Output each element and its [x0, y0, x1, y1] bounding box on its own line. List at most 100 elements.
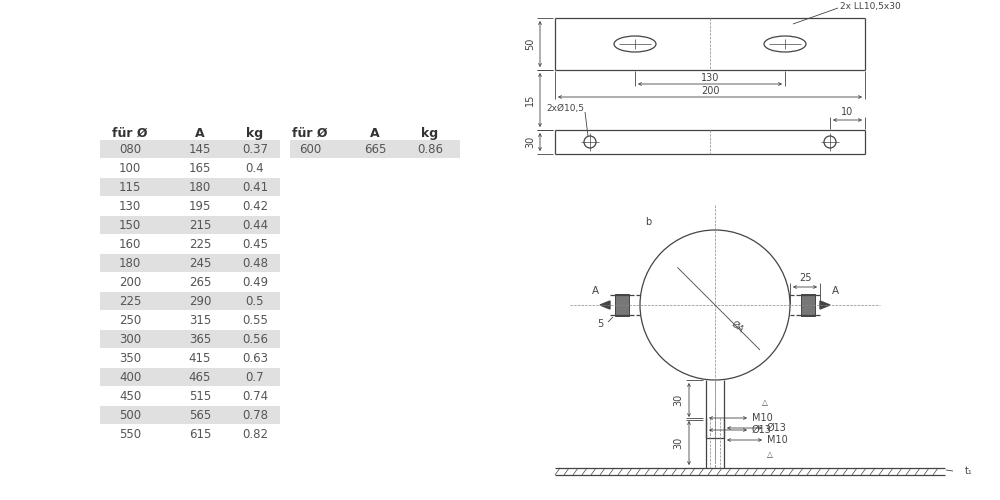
Text: 550: 550 [119, 428, 141, 441]
Text: Ø13: Ø13 [767, 423, 787, 433]
Text: 115: 115 [119, 181, 141, 194]
Text: △: △ [762, 398, 768, 406]
Text: 290: 290 [189, 295, 211, 308]
Text: A: A [831, 286, 839, 296]
Text: 265: 265 [189, 276, 211, 289]
Text: 600: 600 [299, 143, 321, 156]
Bar [100, 425, 280, 443]
Text: 365: 365 [189, 333, 211, 346]
Bar [100, 254, 280, 272]
Text: 0.49: 0.49 [242, 276, 268, 289]
Text: 0.44: 0.44 [242, 219, 268, 232]
Polygon shape [820, 301, 830, 309]
Text: 0.78: 0.78 [242, 409, 268, 422]
Bar [100, 330, 280, 348]
Text: 30: 30 [673, 394, 683, 406]
Text: kg: kg [421, 127, 439, 140]
Text: 0.7: 0.7 [246, 371, 264, 384]
Text: 0.45: 0.45 [242, 238, 268, 251]
Text: 100: 100 [119, 162, 141, 175]
Text: 250: 250 [119, 314, 141, 327]
Polygon shape [600, 301, 610, 309]
Text: 0.4: 0.4 [246, 162, 264, 175]
Text: 200: 200 [119, 276, 141, 289]
Text: 145: 145 [189, 143, 211, 156]
Text: 5: 5 [597, 319, 603, 329]
Bar [100, 349, 280, 367]
Text: 180: 180 [119, 257, 141, 270]
Text: kg: kg [246, 127, 264, 140]
Bar [100, 197, 280, 215]
Text: für Ø: für Ø [292, 127, 328, 140]
Text: ØA: ØA [729, 320, 745, 334]
Text: 300: 300 [119, 333, 141, 346]
Text: 130: 130 [119, 200, 141, 213]
Text: 200: 200 [701, 86, 719, 96]
Text: 150: 150 [119, 219, 141, 232]
Bar [100, 178, 280, 196]
Bar [100, 159, 280, 177]
Bar [290, 140, 460, 158]
Text: 0.42: 0.42 [242, 200, 268, 213]
Text: 0.5: 0.5 [246, 295, 264, 308]
Text: 15: 15 [525, 94, 535, 106]
Text: 2x LL10,5x30: 2x LL10,5x30 [840, 2, 901, 11]
Text: 0.86: 0.86 [417, 143, 443, 156]
Bar [100, 216, 280, 234]
Text: 0.82: 0.82 [242, 428, 268, 441]
Text: M10: M10 [767, 435, 788, 445]
Text: 0.48: 0.48 [242, 257, 268, 270]
Text: 180: 180 [189, 181, 211, 194]
Text: 50: 50 [525, 38, 535, 50]
Text: für Ø: für Ø [112, 127, 148, 140]
Text: 0.63: 0.63 [242, 352, 268, 365]
Text: 195: 195 [189, 200, 211, 213]
Bar [100, 311, 280, 329]
Bar [100, 368, 280, 386]
Text: 0.56: 0.56 [242, 333, 268, 346]
Text: 0.74: 0.74 [242, 390, 268, 403]
Text: 245: 245 [189, 257, 211, 270]
Text: 415: 415 [189, 352, 211, 365]
Text: 25: 25 [799, 273, 811, 283]
Text: 215: 215 [189, 219, 211, 232]
Bar [100, 235, 280, 253]
Text: 450: 450 [119, 390, 141, 403]
Text: 315: 315 [189, 314, 211, 327]
Text: A: A [370, 127, 380, 140]
Text: 130: 130 [701, 73, 719, 83]
Text: Ø13: Ø13 [752, 425, 772, 435]
Text: A: A [195, 127, 205, 140]
Bar [100, 140, 280, 158]
Text: 615: 615 [189, 428, 211, 441]
Text: 665: 665 [364, 143, 386, 156]
Text: 225: 225 [119, 295, 141, 308]
Text: 10: 10 [841, 107, 854, 117]
Text: 515: 515 [189, 390, 211, 403]
Text: 165: 165 [189, 162, 211, 175]
Text: 400: 400 [119, 371, 141, 384]
Text: 565: 565 [189, 409, 211, 422]
Text: 225: 225 [189, 238, 211, 251]
Bar [801, 294, 815, 316]
Text: 465: 465 [189, 371, 211, 384]
Bar [100, 406, 280, 424]
Text: 30: 30 [525, 136, 535, 148]
Text: 2xØ10,5: 2xØ10,5 [546, 104, 584, 112]
Bar [100, 292, 280, 310]
Bar [615, 294, 629, 316]
Text: △: △ [767, 450, 773, 460]
Text: A: A [591, 286, 599, 296]
Bar [100, 273, 280, 291]
Text: 160: 160 [119, 238, 141, 251]
Text: 350: 350 [119, 352, 141, 365]
Text: 500: 500 [119, 409, 141, 422]
Text: t₁: t₁ [965, 466, 973, 476]
Bar [100, 387, 280, 405]
Text: 080: 080 [119, 143, 141, 156]
Text: 0.41: 0.41 [242, 181, 268, 194]
Text: 30: 30 [673, 437, 683, 449]
Text: 0.55: 0.55 [242, 314, 268, 327]
Text: 0.37: 0.37 [242, 143, 268, 156]
Text: b: b [645, 217, 651, 227]
